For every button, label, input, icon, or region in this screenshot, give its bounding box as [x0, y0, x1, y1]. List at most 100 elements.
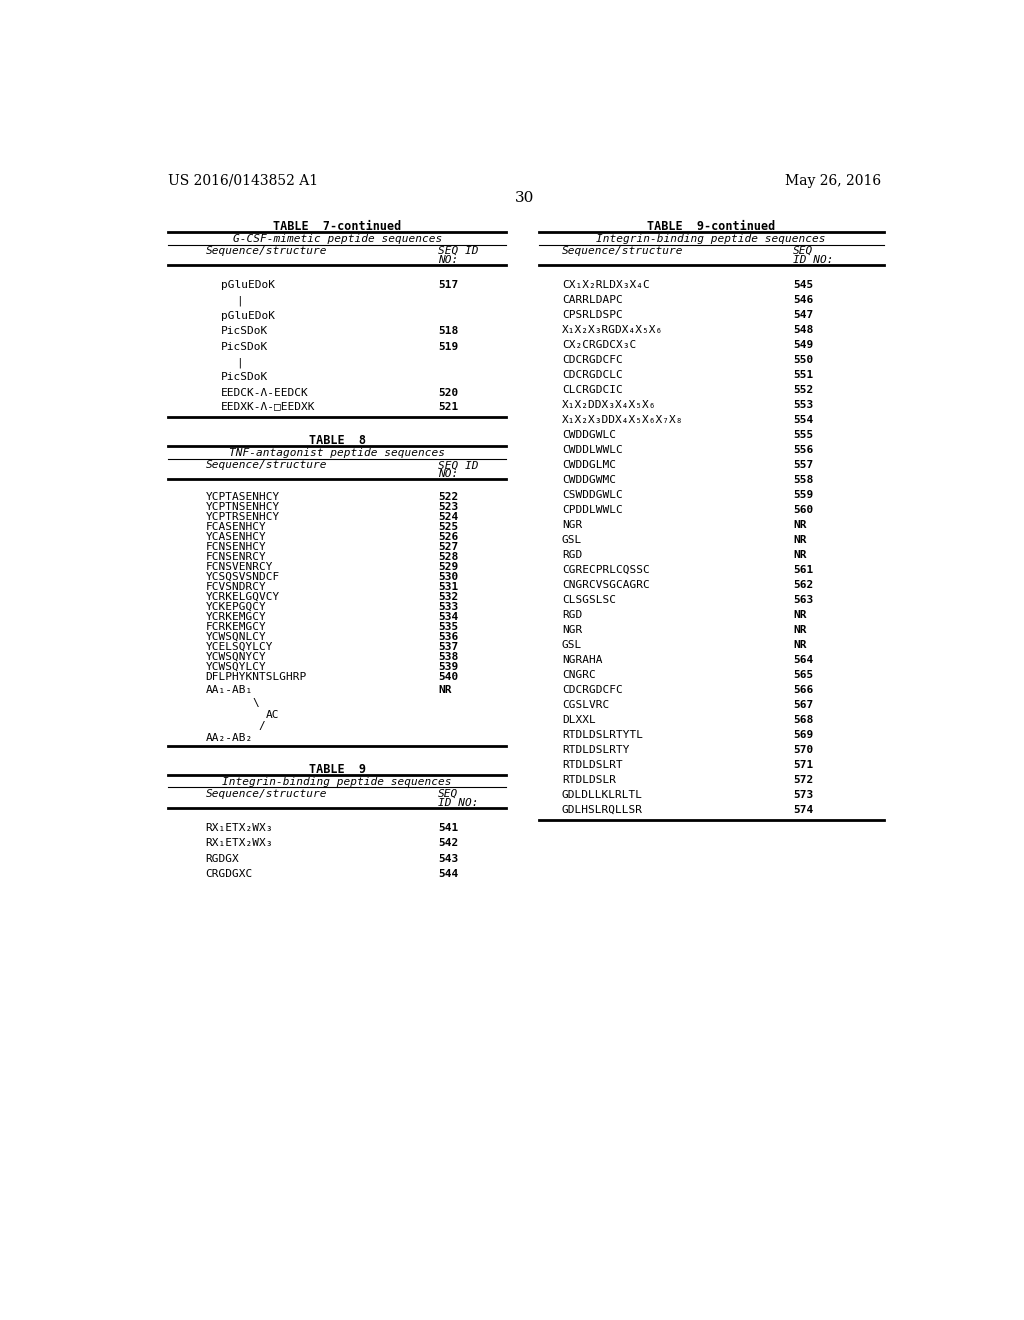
- Text: ID NO:: ID NO:: [438, 797, 478, 808]
- Text: FCASENHCY: FCASENHCY: [206, 521, 266, 532]
- Text: 537: 537: [438, 642, 459, 652]
- Text: 569: 569: [793, 730, 813, 741]
- Text: 573: 573: [793, 791, 813, 800]
- Text: 539: 539: [438, 663, 459, 672]
- Text: TABLE  8: TABLE 8: [309, 434, 366, 447]
- Text: 528: 528: [438, 552, 459, 562]
- Text: 555: 555: [793, 430, 813, 440]
- Text: TNF-antagonist peptide sequences: TNF-antagonist peptide sequences: [229, 447, 445, 458]
- Text: Integrin-binding peptide sequences: Integrin-binding peptide sequences: [596, 234, 826, 244]
- Text: G-CSF-mimetic peptide sequences: G-CSF-mimetic peptide sequences: [232, 234, 442, 244]
- Text: CPSRLDSPC: CPSRLDSPC: [562, 310, 623, 319]
- Text: 556: 556: [793, 445, 813, 455]
- Text: YCWSQNYCY: YCWSQNYCY: [206, 652, 266, 661]
- Text: X₁X₂X₃RGDX₄X₅X₆: X₁X₂X₃RGDX₄X₅X₆: [562, 325, 664, 335]
- Text: YCELSQYLCY: YCELSQYLCY: [206, 642, 273, 652]
- Text: 542: 542: [438, 838, 459, 849]
- Text: CDCRGDCFC: CDCRGDCFC: [562, 685, 623, 696]
- Text: GDLHSLRQLLSR: GDLHSLRQLLSR: [562, 805, 643, 816]
- Text: GSL: GSL: [562, 640, 583, 649]
- Text: NO:: NO:: [438, 469, 459, 479]
- Text: /: /: [258, 721, 265, 731]
- Text: RTDLDSLRTYTL: RTDLDSLRTYTL: [562, 730, 643, 741]
- Text: 540: 540: [438, 672, 459, 682]
- Text: SEQ: SEQ: [438, 789, 459, 799]
- Text: CSWDDGWLC: CSWDDGWLC: [562, 490, 623, 500]
- Text: TABLE  7-continued: TABLE 7-continued: [273, 220, 401, 234]
- Text: 538: 538: [438, 652, 459, 661]
- Text: 518: 518: [438, 326, 459, 337]
- Text: 567: 567: [793, 700, 813, 710]
- Text: 545: 545: [793, 280, 813, 289]
- Text: AC: AC: [266, 710, 280, 719]
- Text: NO:: NO:: [438, 255, 459, 264]
- Text: YCWSQNLCY: YCWSQNLCY: [206, 632, 266, 642]
- Text: DFLPHYKNTSLGHRP: DFLPHYKNTSLGHRP: [206, 672, 307, 682]
- Text: 564: 564: [793, 655, 813, 665]
- Text: NR: NR: [793, 626, 807, 635]
- Text: 536: 536: [438, 632, 459, 642]
- Text: NR: NR: [793, 610, 807, 620]
- Text: PicSDoK: PicSDoK: [221, 326, 268, 337]
- Text: 541: 541: [438, 822, 459, 833]
- Text: 521: 521: [438, 401, 459, 412]
- Text: 548: 548: [793, 325, 813, 335]
- Text: NGRAHA: NGRAHA: [562, 655, 602, 665]
- Text: CX₁X₂RLDX₃X₄C: CX₁X₂RLDX₃X₄C: [562, 280, 650, 289]
- Text: RTDLDSLRTY: RTDLDSLRTY: [562, 744, 630, 755]
- Text: YCKEPGQCY: YCKEPGQCY: [206, 602, 266, 612]
- Text: YCPTNSENHCY: YCPTNSENHCY: [206, 502, 280, 512]
- Text: 546: 546: [793, 294, 813, 305]
- Text: 522: 522: [438, 492, 459, 502]
- Text: 524: 524: [438, 512, 459, 521]
- Text: NR: NR: [793, 520, 807, 529]
- Text: YCSQSVSNDCF: YCSQSVSNDCF: [206, 572, 280, 582]
- Text: RGD: RGD: [562, 610, 583, 620]
- Text: TABLE  9: TABLE 9: [309, 763, 366, 776]
- Text: FCRKEMGCY: FCRKEMGCY: [206, 622, 266, 632]
- Text: CWDDGWMC: CWDDGWMC: [562, 475, 616, 484]
- Text: YCRKELGQVCY: YCRKELGQVCY: [206, 591, 280, 602]
- Text: 561: 561: [793, 565, 813, 576]
- Text: PicSDoK: PicSDoK: [221, 342, 268, 351]
- Text: 523: 523: [438, 502, 459, 512]
- Text: YCASENHCY: YCASENHCY: [206, 532, 266, 541]
- Text: 530: 530: [438, 572, 459, 582]
- Text: NR: NR: [793, 640, 807, 649]
- Text: FCVSNDRCY: FCVSNDRCY: [206, 582, 266, 591]
- Text: May 26, 2016: May 26, 2016: [785, 174, 882, 187]
- Text: |: |: [237, 358, 244, 367]
- Text: RGD: RGD: [562, 550, 583, 560]
- Text: YCPTRSENHCY: YCPTRSENHCY: [206, 512, 280, 521]
- Text: RX₁ETX₂WX₃: RX₁ETX₂WX₃: [206, 822, 273, 833]
- Text: TABLE  9-continued: TABLE 9-continued: [647, 220, 775, 234]
- Text: 562: 562: [793, 579, 813, 590]
- Text: pGluEDoK: pGluEDoK: [221, 280, 275, 290]
- Text: 557: 557: [793, 459, 813, 470]
- Text: 30: 30: [515, 191, 535, 205]
- Text: X₁X₂DDX₃X₄X₅X₆: X₁X₂DDX₃X₄X₅X₆: [562, 400, 656, 409]
- Text: 532: 532: [438, 591, 459, 602]
- Text: 553: 553: [793, 400, 813, 409]
- Text: 531: 531: [438, 582, 459, 591]
- Text: 525: 525: [438, 521, 459, 532]
- Text: NR: NR: [793, 550, 807, 560]
- Text: CARRLDAPC: CARRLDAPC: [562, 294, 623, 305]
- Text: CX₂CRGDCX₃C: CX₂CRGDCX₃C: [562, 339, 636, 350]
- Text: RTDLDSLR: RTDLDSLR: [562, 775, 616, 785]
- Text: CLSGSLSC: CLSGSLSC: [562, 595, 616, 605]
- Text: 535: 535: [438, 622, 459, 632]
- Text: 570: 570: [793, 744, 813, 755]
- Text: 559: 559: [793, 490, 813, 500]
- Text: EEDXK-Λ-□EEDXK: EEDXK-Λ-□EEDXK: [221, 401, 315, 412]
- Text: 565: 565: [793, 671, 813, 680]
- Text: pGluEDoK: pGluEDoK: [221, 312, 275, 321]
- Text: CPDDLWWLC: CPDDLWWLC: [562, 506, 623, 515]
- Text: ID NO:: ID NO:: [793, 255, 834, 264]
- Text: EEDCK-Λ-EEDCK: EEDCK-Λ-EEDCK: [221, 388, 309, 397]
- Text: 551: 551: [793, 370, 813, 380]
- Text: FCNSVENRCY: FCNSVENRCY: [206, 562, 273, 572]
- Text: CWDDGLMC: CWDDGLMC: [562, 459, 616, 470]
- Text: AA₁-AB₁: AA₁-AB₁: [206, 685, 253, 696]
- Text: CGRECPRLCQSSC: CGRECPRLCQSSC: [562, 565, 650, 576]
